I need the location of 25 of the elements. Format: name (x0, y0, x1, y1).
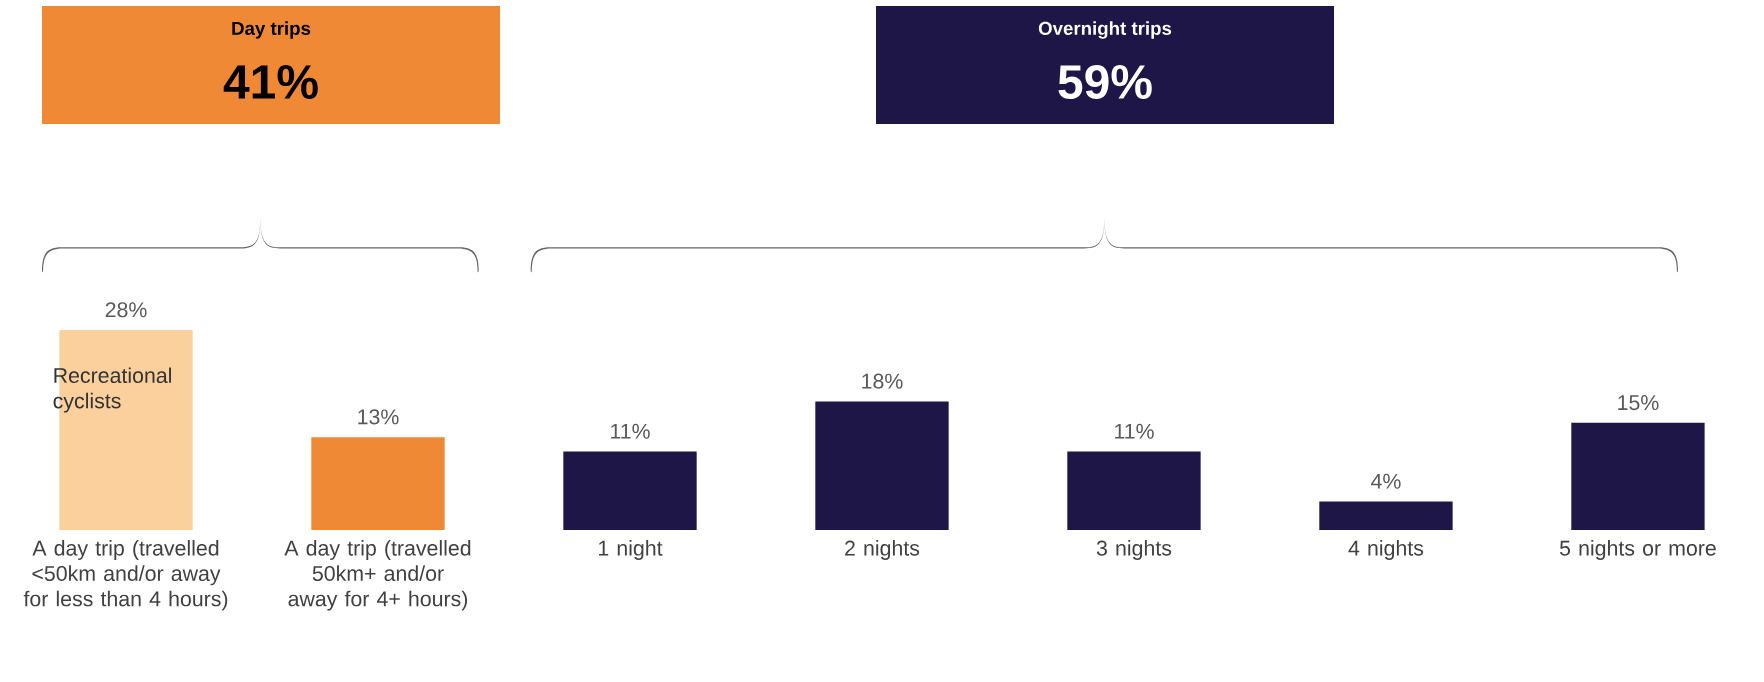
data-label: 11% (611, 423, 650, 439)
text: Day trips (232, 21, 311, 39)
data-label: 13% (358, 409, 399, 425)
x-tick-label: A day trip (travelled <50km and/or away for less than 4 hours) (23, 540, 228, 611)
text: 41% (223, 65, 318, 99)
bar (563, 451, 697, 530)
data-label: 18% (862, 373, 903, 389)
bar (1571, 422, 1705, 530)
bar (815, 401, 949, 530)
x-tick-label: 4 nights (1348, 540, 1424, 560)
data-label: 15% (1618, 395, 1659, 411)
data-label: 11% (1115, 423, 1154, 439)
data-label: 4% (1371, 473, 1401, 489)
x-tick-label: 5 nights or more (1559, 540, 1716, 560)
x-tick-label: 3 nights (1096, 540, 1172, 560)
text: Overnight trips (1038, 21, 1172, 39)
x-tick-label: A day trip (travelled 50km+ and/or away for 4+ hours) (284, 540, 471, 611)
bar (311, 437, 445, 530)
data-label: 28% (105, 302, 147, 318)
x-tick-label: 1 night (599, 540, 663, 560)
annotation: Recreational cyclists (53, 367, 171, 413)
bar (1319, 501, 1453, 530)
bar (1067, 451, 1201, 530)
x-tick-label: 2 nights (845, 540, 920, 560)
text: 59% (1058, 65, 1152, 99)
